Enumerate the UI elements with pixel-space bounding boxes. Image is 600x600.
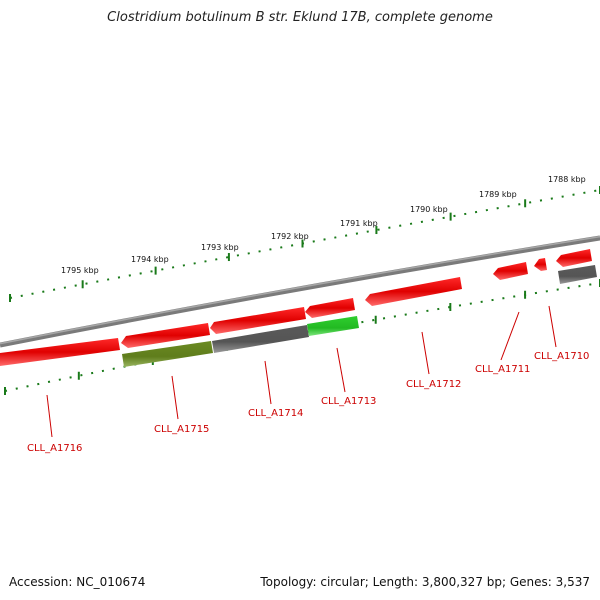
gene-arrow bbox=[556, 249, 592, 267]
gene-arrow bbox=[0, 338, 120, 366]
gene-arrow bbox=[210, 307, 306, 334]
gene-labels: CLL_A1716 CLL_A1715 CLL_A1714 CLL_A1713 … bbox=[27, 351, 589, 454]
scale-label: 1788 kbp bbox=[548, 175, 586, 184]
scale-label: 1794 kbp bbox=[131, 255, 169, 264]
gene-label: CLL_A1712 bbox=[406, 379, 461, 390]
scale-label: 1789 kbp bbox=[479, 190, 517, 199]
scale-major-ticks bbox=[9, 186, 600, 302]
accession-text: Accession: NC_010674 bbox=[9, 575, 146, 589]
gene-label: CLL_A1716 bbox=[27, 443, 82, 454]
gene-green bbox=[307, 316, 359, 336]
scale-label: 1791 kbp bbox=[340, 219, 378, 228]
gene-arrow bbox=[305, 298, 355, 318]
gene-label: CLL_A1714 bbox=[248, 408, 303, 419]
gene-arrow bbox=[534, 258, 547, 271]
gene-label: CLL_A1713 bbox=[321, 396, 376, 407]
gene-grey bbox=[212, 325, 309, 353]
gene-arrow bbox=[121, 323, 210, 348]
genome-summary-text: Topology: circular; Length: 3,800,327 bp… bbox=[260, 575, 590, 589]
outer-scale-track bbox=[9, 189, 600, 299]
scale-label: 1795 kbp bbox=[61, 266, 99, 275]
gene-label: CLL_A1715 bbox=[154, 424, 209, 435]
gene-features bbox=[0, 249, 597, 367]
scale-label: 1792 kbp bbox=[271, 232, 309, 241]
backbone bbox=[0, 235, 600, 348]
gene-label: CLL_A1711 bbox=[475, 364, 530, 375]
gene-arrow bbox=[365, 277, 462, 306]
gene-label-leaders bbox=[46, 305, 557, 438]
gene-label: CLL_A1710 bbox=[534, 351, 589, 362]
gene-grey bbox=[558, 265, 597, 284]
scale-label: 1793 kbp bbox=[201, 243, 239, 252]
scale-labels: 1795 kbp 1794 kbp 1793 kbp 1792 kbp 1791… bbox=[61, 175, 586, 275]
gene-olive bbox=[122, 341, 213, 367]
gene-arrow bbox=[493, 262, 528, 280]
genome-title: Clostridium botulinum B str. Eklund 17B,… bbox=[107, 10, 493, 25]
scale-label: 1790 kbp bbox=[410, 205, 448, 214]
